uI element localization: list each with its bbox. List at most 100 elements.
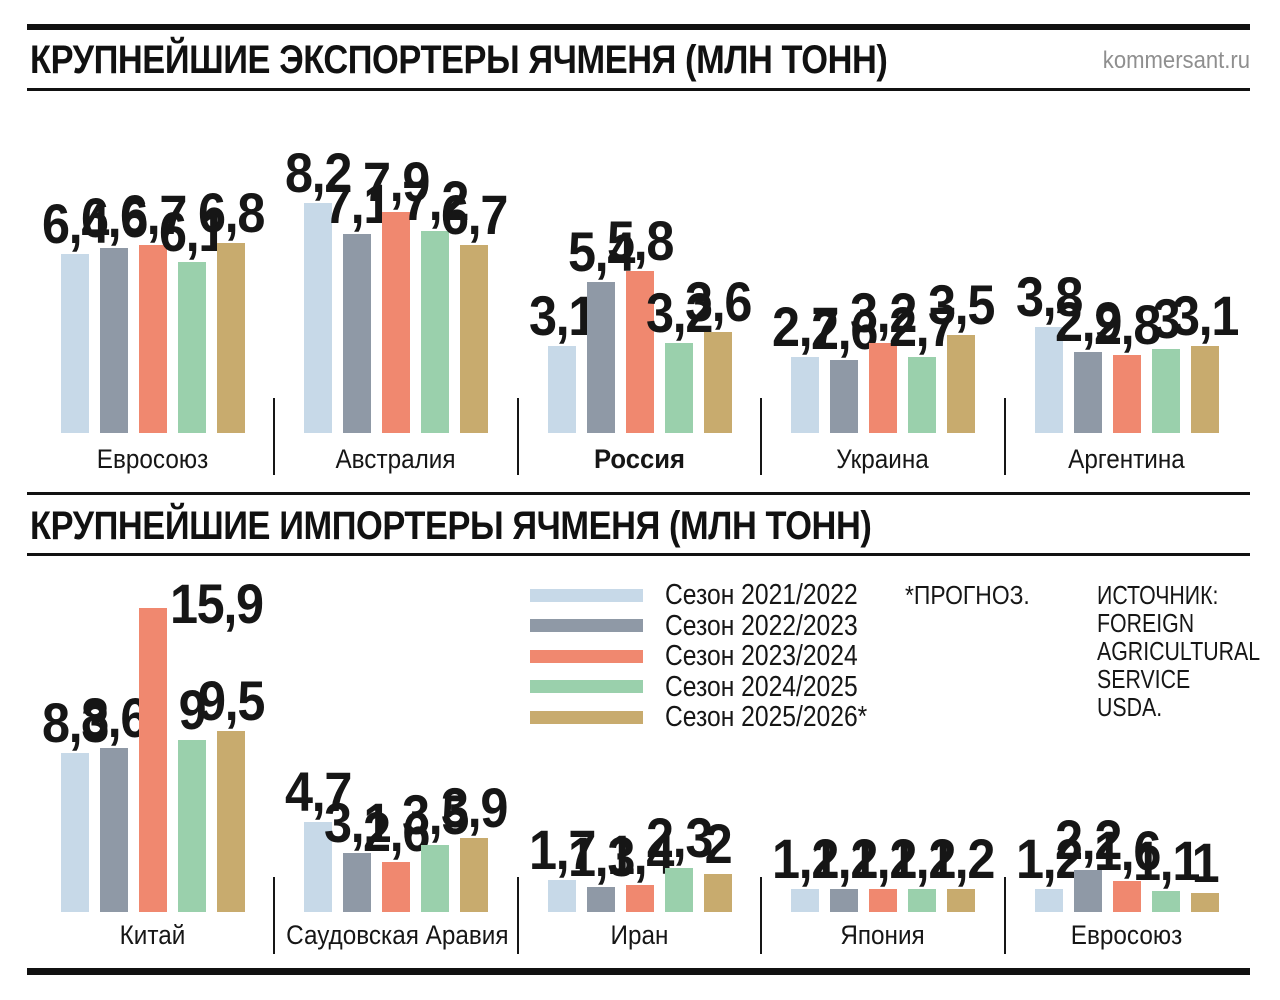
- group-divider: [273, 398, 275, 475]
- bar-value-label: 6,1: [158, 200, 225, 263]
- bar-value-label: 1,2: [849, 827, 916, 890]
- category-label: Аргентина: [1067, 444, 1185, 474]
- bar: 1: [1190, 835, 1219, 912]
- bar-value-label: 3,5: [401, 783, 468, 846]
- source-line: SERVICE: [1097, 664, 1191, 694]
- category-label: Китай: [119, 920, 185, 950]
- top-thick-rule: [27, 24, 1250, 30]
- bar-value-label: 9: [178, 678, 206, 741]
- bar: 7,1: [323, 176, 391, 433]
- bar: 7,2: [401, 173, 469, 433]
- bar-value-label: 1,6: [1093, 819, 1160, 882]
- bar-value-label: 1: [1191, 831, 1219, 894]
- bar: 6,1: [158, 204, 226, 433]
- bar: 2,2: [1054, 812, 1122, 912]
- source-note: ИСТОЧНИК: FOREIGN AGRICULTURAL SERVICE USDA.: [1097, 581, 1260, 721]
- bar-value-label: 2,3: [645, 806, 712, 869]
- legend-swatch: [530, 588, 643, 602]
- bar: 3: [1151, 291, 1180, 433]
- bar-value-label: 6,8: [197, 181, 264, 244]
- bar: 1,2: [810, 831, 878, 912]
- bar: 2,7: [771, 299, 839, 433]
- bar-value-label: 7,9: [362, 150, 429, 213]
- bar-value-label: 15,9: [169, 572, 264, 635]
- importers-title-overline: [27, 492, 1250, 495]
- bottom-thick-rule: [27, 968, 1250, 975]
- bar: 2,9: [1054, 294, 1122, 433]
- bar-value-label: 3,1: [323, 791, 390, 854]
- bar-value-label: 1,2: [771, 827, 838, 890]
- bar-value-label: 7,2: [401, 169, 468, 232]
- bar: 3,2: [849, 285, 917, 433]
- legend-label: Сезон 2022/2023: [665, 609, 858, 642]
- exporters-chart: 6,4 6,6 6,7 6,1 6,8 Евросоюз 8,2 7,1 7,9 7,2 6,7 Ав…: [0, 96, 1280, 480]
- bar: 1,6: [1093, 823, 1161, 912]
- bar-value-label: 1,7: [528, 818, 595, 881]
- importers-title: КРУПНЕЙШИЕ ИМПОРТЕРЫ ЯЧМЕНЯ (МЛН ТОНН): [30, 504, 872, 548]
- bar-value-label: 2,7: [888, 295, 955, 358]
- bar-value-label: 3: [1152, 287, 1180, 350]
- bar-value-label: 5,8: [606, 209, 673, 272]
- bar: 3,5: [401, 787, 469, 912]
- bar: 3,6: [684, 274, 752, 433]
- bar-value-label: 2,2: [1054, 808, 1121, 871]
- forecast-note: *ПРОГНОЗ.: [905, 580, 1030, 610]
- category-label: Саудовская Аравия: [285, 920, 509, 950]
- bar: 1,2: [849, 831, 917, 912]
- group-divider: [1004, 877, 1006, 954]
- legend-item: Сезон 2025/2026*: [530, 701, 903, 733]
- legend: Сезон 2021/2022 Сезон 2022/2023 Сезон 2023…: [530, 581, 903, 736]
- legend-item: Сезон 2023/2024: [530, 642, 903, 671]
- exporters-title-underline: [27, 88, 1250, 91]
- bar: 3,1: [323, 795, 391, 912]
- bar: 1,2: [927, 831, 995, 912]
- bar: 6,8: [197, 185, 265, 433]
- group-divider: [273, 877, 275, 954]
- bar: 9,5: [197, 673, 265, 912]
- bar: 5,8: [606, 213, 674, 433]
- legend-swatch: [530, 649, 643, 663]
- bar-value-label: 6,7: [440, 183, 507, 246]
- bar: 8,3: [41, 695, 109, 912]
- source-line: USDA.: [1097, 692, 1163, 722]
- bar-value-label: 3,2: [849, 281, 916, 344]
- bar-value-label: 8,3: [41, 691, 108, 754]
- bar-value-label: 7,1: [323, 172, 390, 235]
- source-line: FOREIGN: [1097, 608, 1195, 638]
- bar-value-label: 9,5: [197, 669, 264, 732]
- bar-value-label: 2,6: [810, 298, 877, 361]
- bar: 2,6: [362, 804, 430, 912]
- bar: 6,4: [41, 196, 109, 433]
- bar-value-label: 2,6: [362, 800, 429, 863]
- category-label: Россия: [593, 444, 685, 474]
- bar-value-label: 5,4: [567, 220, 634, 283]
- bar: 3,5: [927, 277, 995, 433]
- bar: 2,6: [810, 302, 878, 433]
- legend-swatch: [530, 680, 643, 693]
- source-line: ИСТОЧНИК:: [1097, 580, 1219, 610]
- legend-label: Сезон 2025/2026*: [665, 701, 868, 733]
- bar-value-label: 1,2: [1015, 827, 1082, 890]
- bar: 1,4: [606, 827, 674, 912]
- bar-value-label: 3,8: [1015, 265, 1082, 328]
- bar-value-label: 1,3: [567, 825, 634, 888]
- bar: 4,7: [284, 764, 352, 912]
- bar-value-label: 1,2: [810, 827, 877, 890]
- legend-swatch: [530, 710, 643, 724]
- bar: 5,4: [567, 224, 635, 433]
- bar-value-label: 1,2: [888, 827, 955, 890]
- bar-value-label: 2,7: [771, 295, 838, 358]
- group-divider: [760, 398, 762, 475]
- kommersant-brand: kommersant.ru: [1102, 47, 1250, 74]
- bar-value-label: 2: [704, 812, 732, 875]
- category-label: Иран: [610, 920, 668, 950]
- bar: 6,6: [80, 190, 148, 433]
- category-label: Евросоюз: [96, 444, 208, 474]
- bar: 9: [177, 682, 206, 912]
- exporters-title: КРУПНЕЙШИЕ ЭКСПОРТЕРЫ ЯЧМЕНЯ (МЛН ТОНН): [30, 38, 888, 82]
- legend-item: Сезон 2022/2023: [530, 609, 903, 642]
- bar: 7,9: [362, 154, 430, 433]
- bar: 8,6: [80, 690, 148, 912]
- bar: 1,2: [771, 831, 839, 912]
